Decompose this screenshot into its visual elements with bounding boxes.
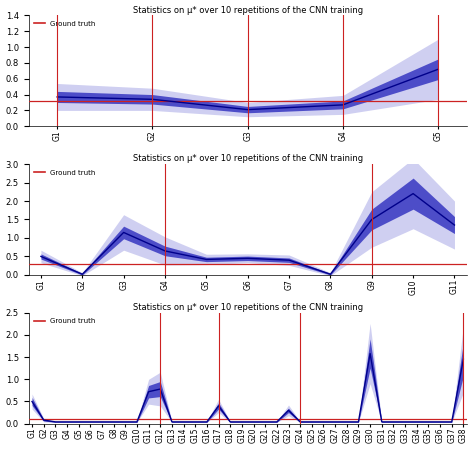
Legend: Ground truth: Ground truth: [32, 19, 98, 29]
Legend: Ground truth: Ground truth: [32, 316, 98, 326]
Legend: Ground truth: Ground truth: [32, 167, 98, 178]
Title: Statistics on μ* over 10 repetitions of the CNN training: Statistics on μ* over 10 repetitions of …: [133, 5, 363, 14]
Title: Statistics on μ* over 10 repetitions of the CNN training: Statistics on μ* over 10 repetitions of …: [133, 303, 363, 312]
Title: Statistics on μ* over 10 repetitions of the CNN training: Statistics on μ* over 10 repetitions of …: [133, 154, 363, 163]
